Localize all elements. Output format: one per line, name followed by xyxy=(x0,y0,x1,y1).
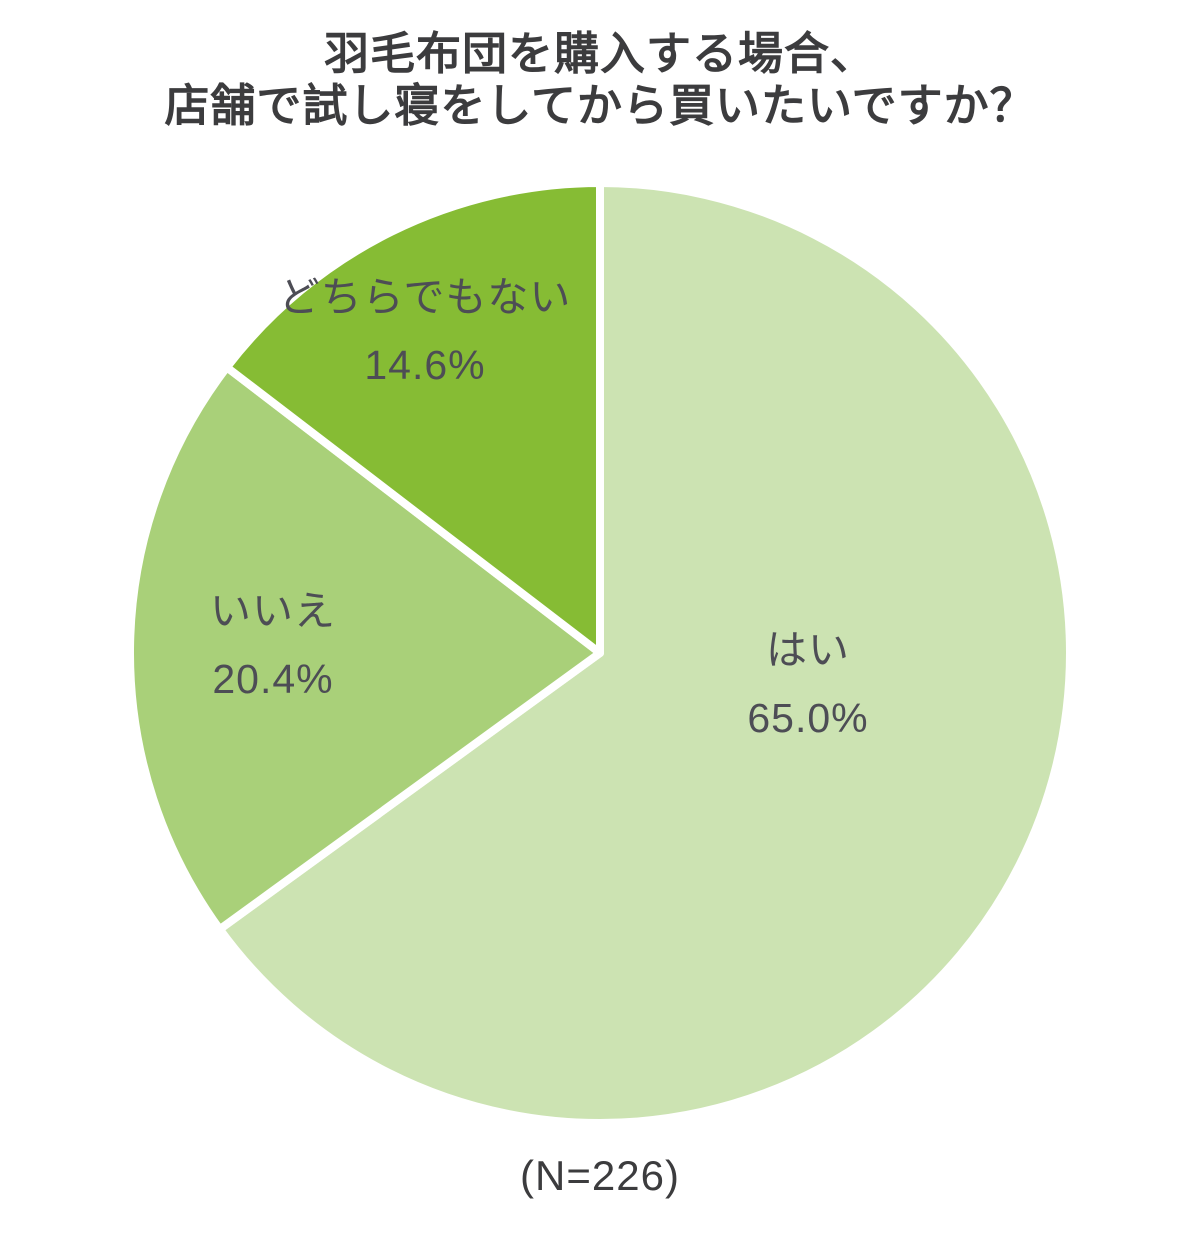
pie-slice-2 xyxy=(222,179,604,657)
pie-slice-1 xyxy=(126,363,604,934)
chart-title: 羽毛布団を購入する場合、 店舗で試し寝をしてから買いたいですか？ xyxy=(0,28,1200,132)
chart-title-line2: 店舗で試し寝をしてから買いたいですか？ xyxy=(164,80,1036,131)
chart-title-line1: 羽毛布団を購入する場合、 xyxy=(323,28,876,79)
sample-size-note: (N=226) xyxy=(520,1152,680,1199)
pie-slice-0 xyxy=(215,179,1074,1127)
